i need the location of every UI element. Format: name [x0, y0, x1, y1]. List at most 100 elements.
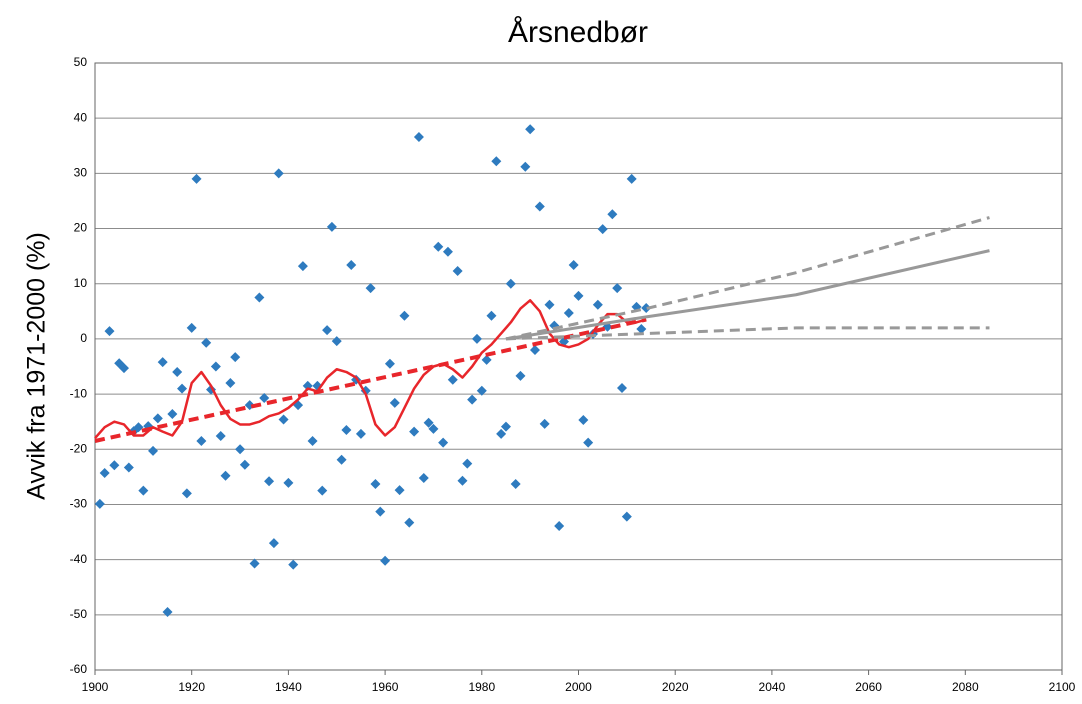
- x-tick-label: 2040: [759, 680, 786, 694]
- data-point: [239, 459, 250, 470]
- data-point: [641, 303, 652, 314]
- data-point: [626, 173, 637, 184]
- data-point: [201, 337, 212, 348]
- data-point: [529, 344, 540, 355]
- series-line: [505, 249, 990, 341]
- data-point: [592, 299, 603, 310]
- data-point: [418, 472, 429, 483]
- trend-line: [94, 317, 647, 443]
- data-point: [510, 479, 521, 490]
- data-point: [442, 246, 453, 257]
- data-point: [336, 454, 347, 465]
- data-point: [375, 506, 386, 517]
- data-point: [500, 421, 511, 432]
- data-point: [186, 322, 197, 333]
- data-point: [486, 310, 497, 321]
- y-tick-label: -10: [70, 386, 88, 400]
- data-point: [617, 383, 628, 394]
- data-point: [104, 326, 115, 337]
- x-tick-label: 2020: [662, 680, 689, 694]
- data-point: [355, 428, 366, 439]
- data-point: [636, 323, 647, 334]
- data-point: [162, 607, 173, 618]
- y-tick-label: 30: [74, 166, 88, 180]
- data-point: [399, 310, 410, 321]
- chart-title: Årsnedbør: [508, 16, 648, 49]
- data-point: [278, 414, 289, 425]
- data-point: [394, 485, 405, 496]
- data-point: [384, 358, 395, 369]
- y-tick-label: -20: [70, 441, 88, 455]
- y-tick-label: 0: [80, 331, 87, 345]
- data-point: [457, 475, 468, 486]
- data-point: [225, 378, 236, 389]
- data-point: [220, 470, 231, 481]
- plot-frame: [94, 62, 1063, 671]
- data-point: [167, 408, 178, 419]
- data-point: [191, 173, 202, 184]
- data-point: [573, 290, 584, 301]
- data-point: [525, 124, 536, 135]
- x-tick-label: 1980: [468, 680, 495, 694]
- data-point: [215, 431, 226, 442]
- data-point: [177, 383, 188, 394]
- data-point: [423, 417, 434, 428]
- data-point: [210, 361, 221, 372]
- x-tick-label: 1920: [178, 680, 205, 694]
- x-tick-label: 1900: [82, 680, 109, 694]
- data-point: [235, 444, 246, 455]
- data-point: [152, 413, 163, 424]
- y-tick-label: 10: [74, 276, 88, 290]
- y-axis-label: Avvik fra 1971-2000 (%): [23, 232, 51, 500]
- data-point: [297, 261, 308, 272]
- data-point: [496, 428, 507, 439]
- data-point: [583, 437, 594, 448]
- data-point: [288, 559, 299, 570]
- x-tick-label: 1940: [275, 680, 302, 694]
- data-point: [283, 477, 294, 488]
- data-point: [370, 479, 381, 490]
- data-point: [264, 476, 275, 487]
- data-point: [196, 435, 207, 446]
- data-point: [471, 333, 482, 344]
- data-point: [259, 392, 270, 403]
- data-point: [365, 283, 376, 294]
- data-point: [452, 266, 463, 277]
- data-point: [268, 538, 279, 549]
- x-tick-label: 2000: [565, 680, 592, 694]
- data-point: [607, 209, 618, 220]
- data-point: [326, 221, 337, 232]
- y-tick-label: -60: [70, 662, 88, 676]
- data-point: [476, 385, 487, 396]
- data-point: [254, 292, 265, 303]
- data-point: [109, 460, 120, 471]
- data-point: [554, 520, 565, 531]
- data-point: [413, 131, 424, 142]
- data-point: [534, 201, 545, 212]
- data-point: [94, 498, 105, 509]
- data-point: [428, 423, 439, 434]
- data-point: [249, 558, 260, 569]
- data-point: [99, 468, 110, 479]
- data-point: [138, 485, 149, 496]
- data-point: [491, 156, 502, 167]
- data-point: [230, 352, 241, 363]
- data-point: [119, 363, 130, 374]
- data-point: [273, 168, 284, 179]
- data-point: [578, 415, 589, 426]
- data-point: [597, 224, 608, 235]
- x-tick-label: 2080: [952, 680, 979, 694]
- trend-line: [505, 216, 990, 341]
- trend-line: [505, 326, 990, 341]
- data-point: [181, 488, 192, 499]
- data-point: [341, 424, 352, 435]
- data-point: [346, 259, 357, 270]
- data-point: [433, 241, 444, 252]
- data-point: [172, 367, 183, 378]
- data-point: [515, 370, 526, 381]
- data-point: [409, 426, 420, 437]
- data-point: [380, 555, 391, 566]
- data-point: [447, 374, 458, 385]
- y-tick-label: -50: [70, 607, 88, 621]
- data-point: [544, 299, 555, 310]
